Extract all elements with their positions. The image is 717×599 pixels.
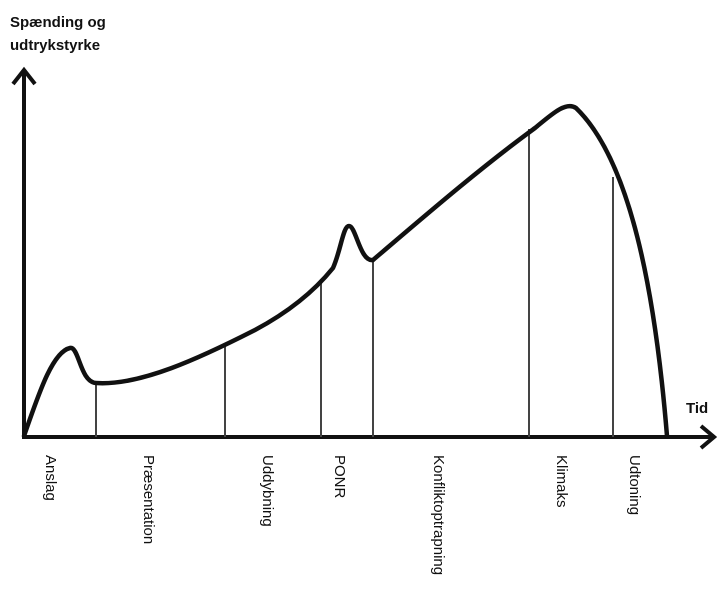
phase-label-klimaks: Klimaks (553, 455, 570, 508)
phase-label-uddybning: Uddybning (259, 455, 276, 527)
phase-label-konfliktoptrapning: Konfliktoptrapning (430, 455, 447, 575)
tension-curve (21, 103, 670, 439)
phase-label-ponr: PONR (331, 455, 348, 499)
phase-label-anslag: Anslag (42, 455, 59, 501)
y-axis-title-line-1: Spænding og (10, 14, 106, 31)
x-axis-title: Tid (686, 400, 708, 417)
y-axis-arrow-icon (11, 66, 37, 86)
x-axis-arrow-icon (699, 424, 717, 450)
phase-label-praesentation: Præsentation (140, 455, 157, 544)
y-axis-title-line-2: udtrykstyrke (10, 37, 100, 54)
phase-label-udtoning: Udtoning (626, 455, 643, 515)
